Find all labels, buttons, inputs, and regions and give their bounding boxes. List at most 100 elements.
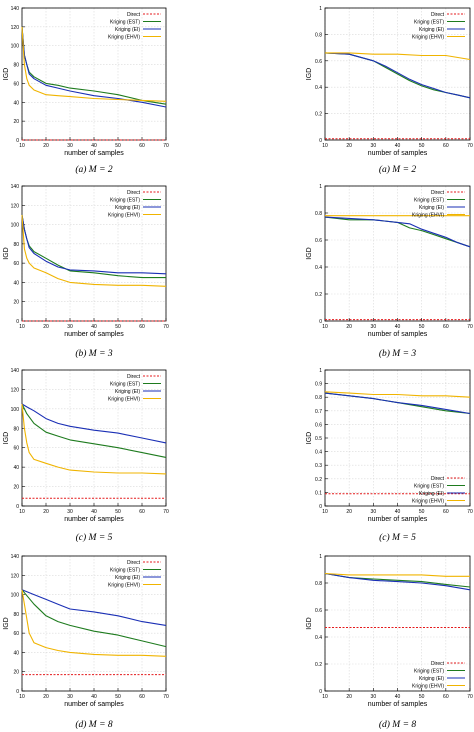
y-tick-label: 100 [11,593,20,599]
y-tick-label: 60 [13,631,19,637]
y-tick-label: 20 [13,485,19,491]
panel-caption: (b) M = 3 [75,348,113,359]
legend-label: Kriging (EHVI) [412,498,444,504]
x-tick-label: 10 [322,324,328,330]
x-tick-label: 20 [346,509,352,515]
y-tick-label: 100 [11,44,20,50]
x-tick-label: 70 [467,324,473,330]
panel-caption: (c) M = 5 [379,532,416,543]
x-tick-label: 50 [419,324,425,330]
legend-label: Kriging (EHVI) [108,34,140,40]
y-tick-label: 0.2 [315,477,322,483]
y-axis-label: IGD [3,617,10,629]
series-line-kriging-ei [21,589,167,626]
y-tick-label: 80 [13,426,19,432]
x-tick-label: 60 [139,143,145,149]
x-tick-label: 70 [163,324,169,330]
x-axis-label: number of samples [368,701,428,708]
series-line-kriging-est [324,572,471,588]
x-tick-label: 50 [419,694,425,700]
y-tick-label: 20 [13,670,19,676]
y-axis-label: IGD [306,432,313,444]
x-axis-label: number of samples [368,150,428,157]
y-tick-label: 80 [13,242,19,248]
y-tick-label: 40 [13,465,19,471]
y-tick-label: 0.6 [315,422,322,428]
series-line-kriging-ei [324,572,471,591]
legend-label: Direct [431,476,445,482]
series-line-kriging-ei [21,403,167,444]
x-tick-label: 50 [419,509,425,515]
x-tick-label: 50 [115,143,121,149]
legend-label: Kriging (EST) [414,197,444,203]
x-tick-label: 10 [19,509,25,515]
legend-label: Direct [431,661,445,667]
series-line-kriging-ehvi [21,214,167,287]
x-tick-label: 20 [43,324,49,330]
y-tick-label: 0.4 [315,635,322,641]
x-tick-label: 70 [467,509,473,515]
y-tick-label: 0.8 [315,581,322,587]
x-tick-label: 20 [346,324,352,330]
x-axis-label: number of samples [64,331,124,338]
x-tick-label: 50 [419,143,425,149]
y-tick-label: 140 [11,6,20,12]
x-tick-label: 10 [19,324,25,330]
y-tick-label: 120 [11,25,20,31]
y-tick-label: 0.3 [315,463,322,469]
legend-label: Kriging (EI) [419,205,444,211]
legend-label: Kriging (EI) [419,676,444,682]
y-tick-label: 1 [319,6,322,12]
y-tick-label: 140 [11,184,20,190]
series-line-kriging-ehvi [324,391,471,398]
legend-label: Direct [127,12,141,18]
chart-panel-7: 0 20 40 60 80 100 120 140 10 20 30 40 50 60 70 IGD numbe… [3,554,169,730]
y-tick-label: 60 [13,261,19,267]
x-tick-label: 10 [322,509,328,515]
x-tick-label: 10 [322,694,328,700]
y-tick-label: 140 [11,554,20,560]
y-tick-label: 0 [16,138,19,144]
y-tick-label: 1 [319,368,322,374]
x-tick-label: 70 [163,143,169,149]
y-tick-label: 140 [11,368,20,374]
y-tick-label: 120 [11,203,20,209]
y-tick-label: 0.9 [315,382,322,388]
y-axis-label: IGD [306,68,313,80]
y-tick-label: 0 [16,319,19,325]
y-tick-label: 0.8 [315,32,322,38]
y-tick-label: 1 [319,554,322,560]
y-tick-label: 80 [13,612,19,618]
x-tick-label: 40 [395,694,401,700]
y-axis-label: IGD [306,247,313,259]
chart-panel-4: 0 0.2 0.4 0.6 0.8 1 10 20 30 40 50 60 70 IGD number of… [306,184,473,359]
y-tick-label: 0.4 [315,450,322,456]
x-tick-label: 20 [346,694,352,700]
x-axis-label: number of samples [64,150,124,157]
y-tick-label: 0 [319,319,322,325]
panel-caption: (a) M = 2 [379,164,417,175]
x-tick-label: 40 [91,509,97,515]
x-tick-label: 70 [467,143,473,149]
y-tick-label: 0.2 [315,112,322,118]
series-line-kriging-ei [324,216,471,248]
y-tick-label: 0.6 [315,59,322,65]
x-tick-label: 50 [115,694,121,700]
y-tick-label: 0.1 [315,490,322,496]
panel-caption: (b) M = 3 [379,348,417,359]
legend-label: Kriging (EST) [110,381,140,387]
y-axis-label: IGD [3,432,10,444]
x-tick-label: 60 [139,694,145,700]
x-tick-label: 20 [43,509,49,515]
x-tick-label: 50 [115,509,121,515]
chart-panel-5: 0 20 40 60 80 100 120 140 10 20 30 40 50 60 70 IGD numbe… [3,368,169,543]
y-tick-label: 60 [13,81,19,87]
legend-label: Kriging (EI) [115,575,140,581]
legend-label: Kriging (EHVI) [412,34,444,40]
x-tick-label: 20 [43,143,49,149]
y-tick-label: 0.4 [315,85,322,91]
